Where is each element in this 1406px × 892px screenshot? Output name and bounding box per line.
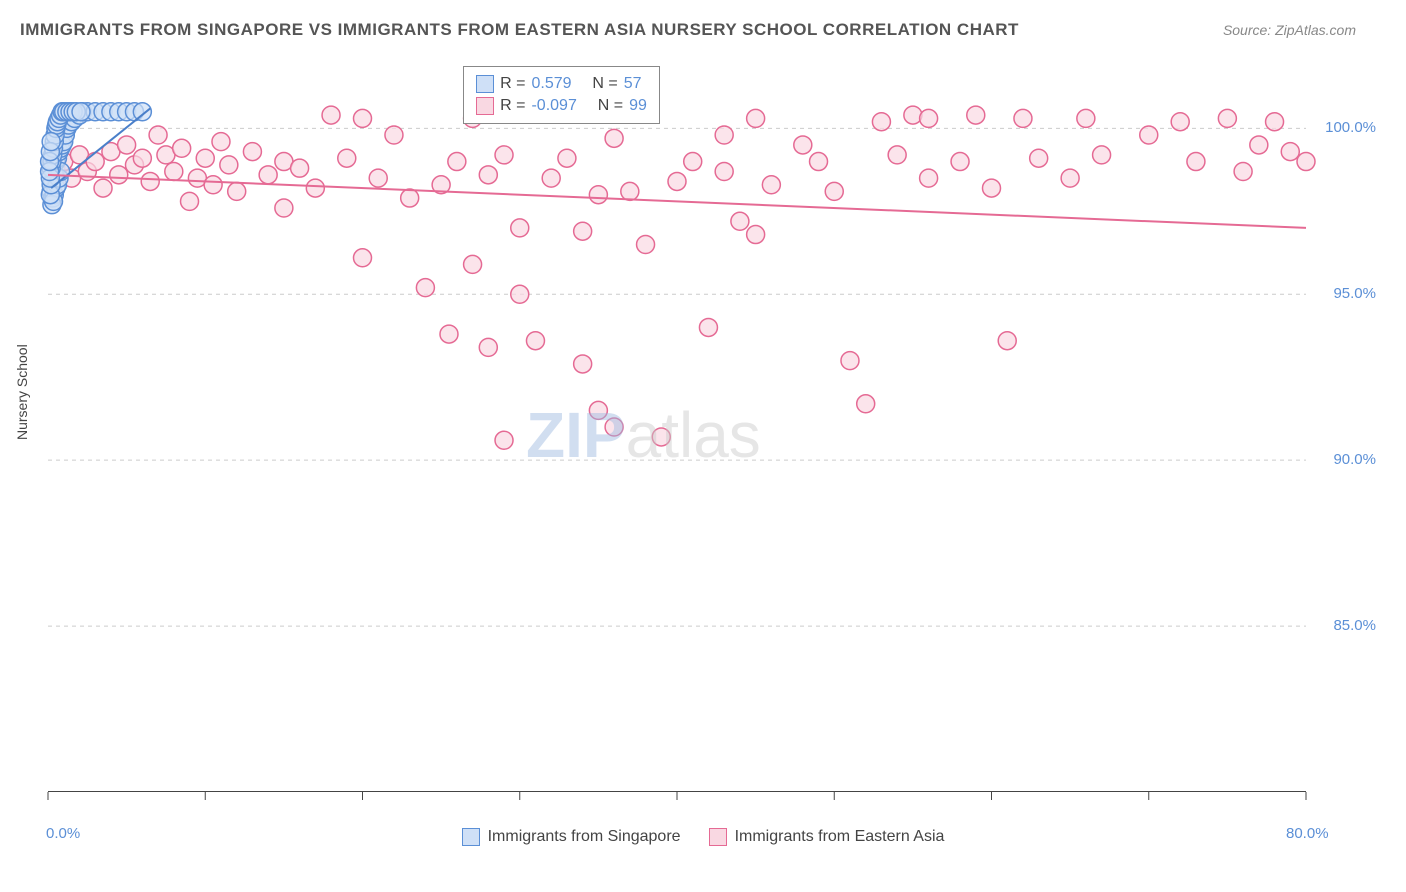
- chart-canvas: [48, 62, 1306, 791]
- legend-n-label: N =: [598, 97, 623, 115]
- legend-r-value: 0.579: [531, 75, 571, 93]
- legend-swatch-icon: [709, 828, 727, 846]
- legend-swatch-icon: [476, 97, 494, 115]
- series-legend: Immigrants from Singapore Immigrants fro…: [0, 828, 1406, 846]
- legend-series-label: Immigrants from Eastern Asia: [735, 828, 945, 846]
- legend-r-label: R =: [500, 97, 525, 115]
- chart-title: IMMIGRANTS FROM SINGAPORE VS IMMIGRANTS …: [20, 20, 1019, 40]
- legend-swatch-icon: [462, 828, 480, 846]
- legend-row: R = 0.579 N = 57: [476, 73, 647, 95]
- correlation-legend: R = 0.579 N = 57 R = -0.097 N = 99: [463, 66, 660, 124]
- legend-n-value: 99: [629, 97, 647, 115]
- plot-area: [48, 62, 1306, 792]
- legend-item: Immigrants from Eastern Asia: [709, 828, 945, 846]
- legend-series-label: Immigrants from Singapore: [488, 828, 681, 846]
- ytick-label: 85.0%: [1333, 617, 1376, 634]
- legend-r-value: -0.097: [531, 97, 576, 115]
- ytick-label: 95.0%: [1333, 285, 1376, 302]
- ytick-label: 90.0%: [1333, 451, 1376, 468]
- legend-item: Immigrants from Singapore: [462, 828, 681, 846]
- legend-row: R = -0.097 N = 99: [476, 95, 647, 117]
- source-attribution: Source: ZipAtlas.com: [1223, 22, 1356, 38]
- y-axis-label: Nursery School: [14, 344, 30, 440]
- legend-n-label: N =: [592, 75, 617, 93]
- legend-swatch-icon: [476, 75, 494, 93]
- ytick-label: 100.0%: [1325, 119, 1376, 136]
- legend-n-value: 57: [624, 75, 642, 93]
- legend-r-label: R =: [500, 75, 525, 93]
